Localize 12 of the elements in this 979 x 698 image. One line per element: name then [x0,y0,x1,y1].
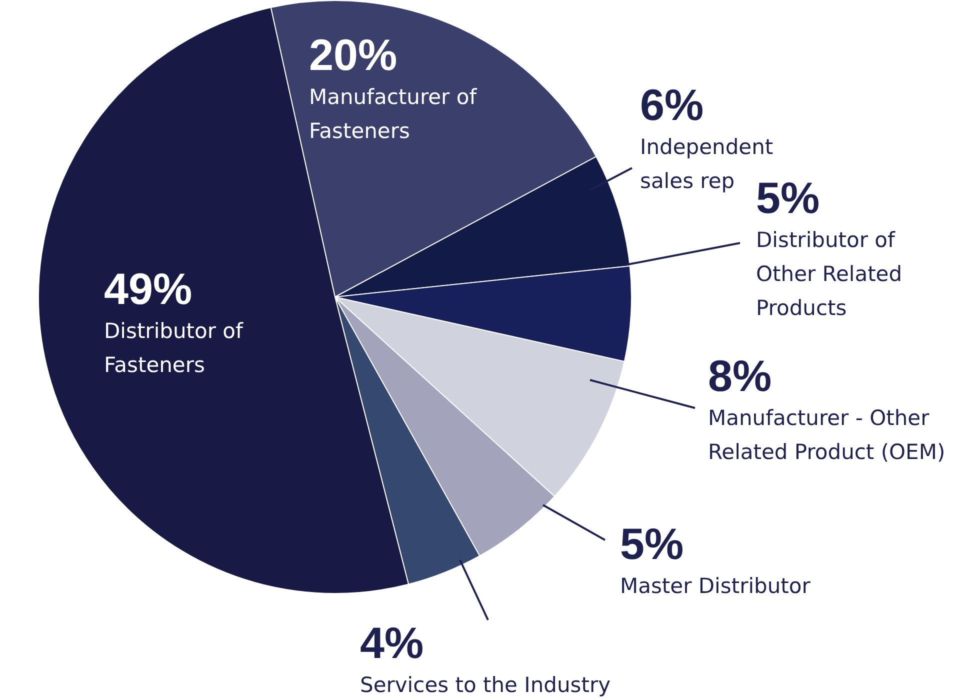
data-label: 4% [360,619,424,668]
data-label: 6% [640,81,704,130]
slice-label: Services to the Industry [360,673,611,697]
slice-label: Manufacturer - Other Related Product (OEM) [708,406,946,464]
slice-label: Distributor of Fasteners [104,319,244,377]
slice-label: Manufacturer of Fasteners [309,85,478,143]
data-label: 20% [309,31,398,80]
data-label: 8% [708,352,772,401]
data-label: 5% [620,520,684,569]
slice-label: Master Distributor [620,574,811,598]
slice-label: Distributor of Other Related Products [756,228,902,320]
data-label: 49% [104,265,192,314]
